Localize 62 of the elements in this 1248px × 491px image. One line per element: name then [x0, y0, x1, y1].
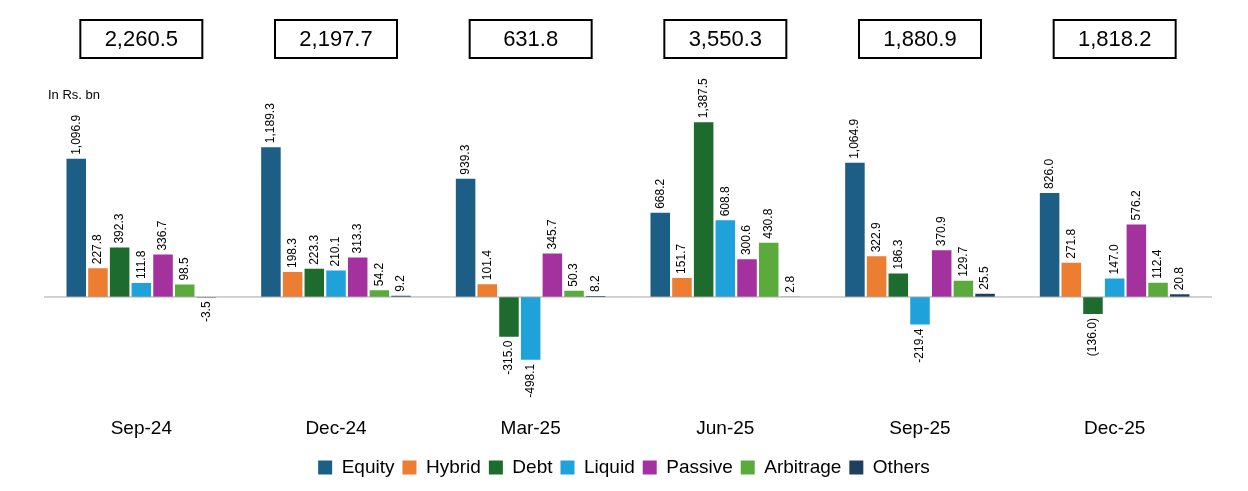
- data-label: (136.0): [1085, 318, 1100, 357]
- data-label: 98.5: [177, 256, 192, 281]
- data-label: 186.3: [890, 239, 905, 270]
- x-tick-label: Dec-24: [305, 416, 368, 438]
- legend-label: Liquid: [584, 455, 635, 477]
- data-label: 9.2: [393, 274, 408, 292]
- data-label: -3.5: [198, 301, 213, 323]
- data-label: 939.3: [457, 144, 472, 175]
- data-label: 223.3: [306, 234, 321, 265]
- data-label: 20.8: [1172, 266, 1187, 291]
- data-label: 336.7: [155, 220, 170, 251]
- data-label: 2.8: [782, 275, 797, 293]
- data-label: 101.4: [479, 249, 494, 281]
- text: 3,550.3: [688, 26, 763, 52]
- data-label: 300.6: [739, 224, 754, 256]
- data-label: 313.3: [350, 223, 364, 254]
- data-label: 608.8: [717, 185, 732, 217]
- legend-label: Arbitrage: [764, 455, 842, 477]
- data-label: 1,387.5: [695, 77, 710, 119]
- data-label: 8.2: [588, 274, 603, 292]
- data-label: 1,189.3: [263, 102, 278, 144]
- data-label: 147.0: [1106, 244, 1121, 275]
- data-label: 151.7: [674, 243, 689, 274]
- data-label: 111.8: [133, 250, 148, 279]
- data-label: 50.3: [566, 262, 581, 287]
- text: 1,880.9: [883, 26, 957, 52]
- data-label: -219.4: [912, 328, 927, 363]
- x-tick-label: Sep-25: [889, 416, 951, 438]
- x-tick-label: Sep-24: [110, 416, 173, 438]
- data-label: 227.8: [90, 233, 105, 265]
- x-tick-label: Dec-25: [1084, 416, 1146, 438]
- data-label: 129.7: [955, 246, 970, 277]
- legend-label: Hybrid: [425, 455, 481, 477]
- legend-label: Others: [872, 455, 930, 477]
- data-label: 54.2: [371, 262, 386, 287]
- data-label: 668.2: [652, 178, 667, 209]
- data-label: 322.9: [868, 221, 883, 253]
- data-label: 370.9: [934, 215, 948, 247]
- legend-label: Passive: [666, 455, 733, 477]
- data-label: 430.8: [761, 208, 776, 239]
- y-axis-title: In Rs. bn: [48, 86, 101, 102]
- data-label: 1,096.9: [68, 114, 83, 155]
- data-label: 25.5: [977, 266, 992, 290]
- data-label: 826.0: [1041, 158, 1056, 189]
- legend-label: Debt: [512, 455, 554, 477]
- data-label: 112.4: [1150, 249, 1165, 279]
- data-label: 345.7: [544, 219, 559, 250]
- x-tick-label: Jun-25: [696, 416, 755, 438]
- data-label: -315.0: [501, 340, 516, 375]
- data-label: 392.3: [111, 213, 126, 244]
- data-label: 271.8: [1063, 228, 1078, 259]
- data-label: 210.1: [328, 236, 343, 267]
- text: 2,260.5: [104, 26, 179, 52]
- text: 2,197.7: [299, 26, 373, 52]
- data-label: 198.3: [284, 237, 299, 269]
- text: 631.8: [503, 26, 559, 52]
- x-tick-label: Mar-25: [500, 416, 561, 438]
- text: 1,818.2: [1077, 26, 1152, 52]
- data-label: 1,064.9: [847, 118, 862, 159]
- legend-label: Equity: [341, 455, 395, 477]
- data-label: -498.1: [522, 363, 537, 398]
- data-label: 576.2: [1128, 190, 1143, 221]
